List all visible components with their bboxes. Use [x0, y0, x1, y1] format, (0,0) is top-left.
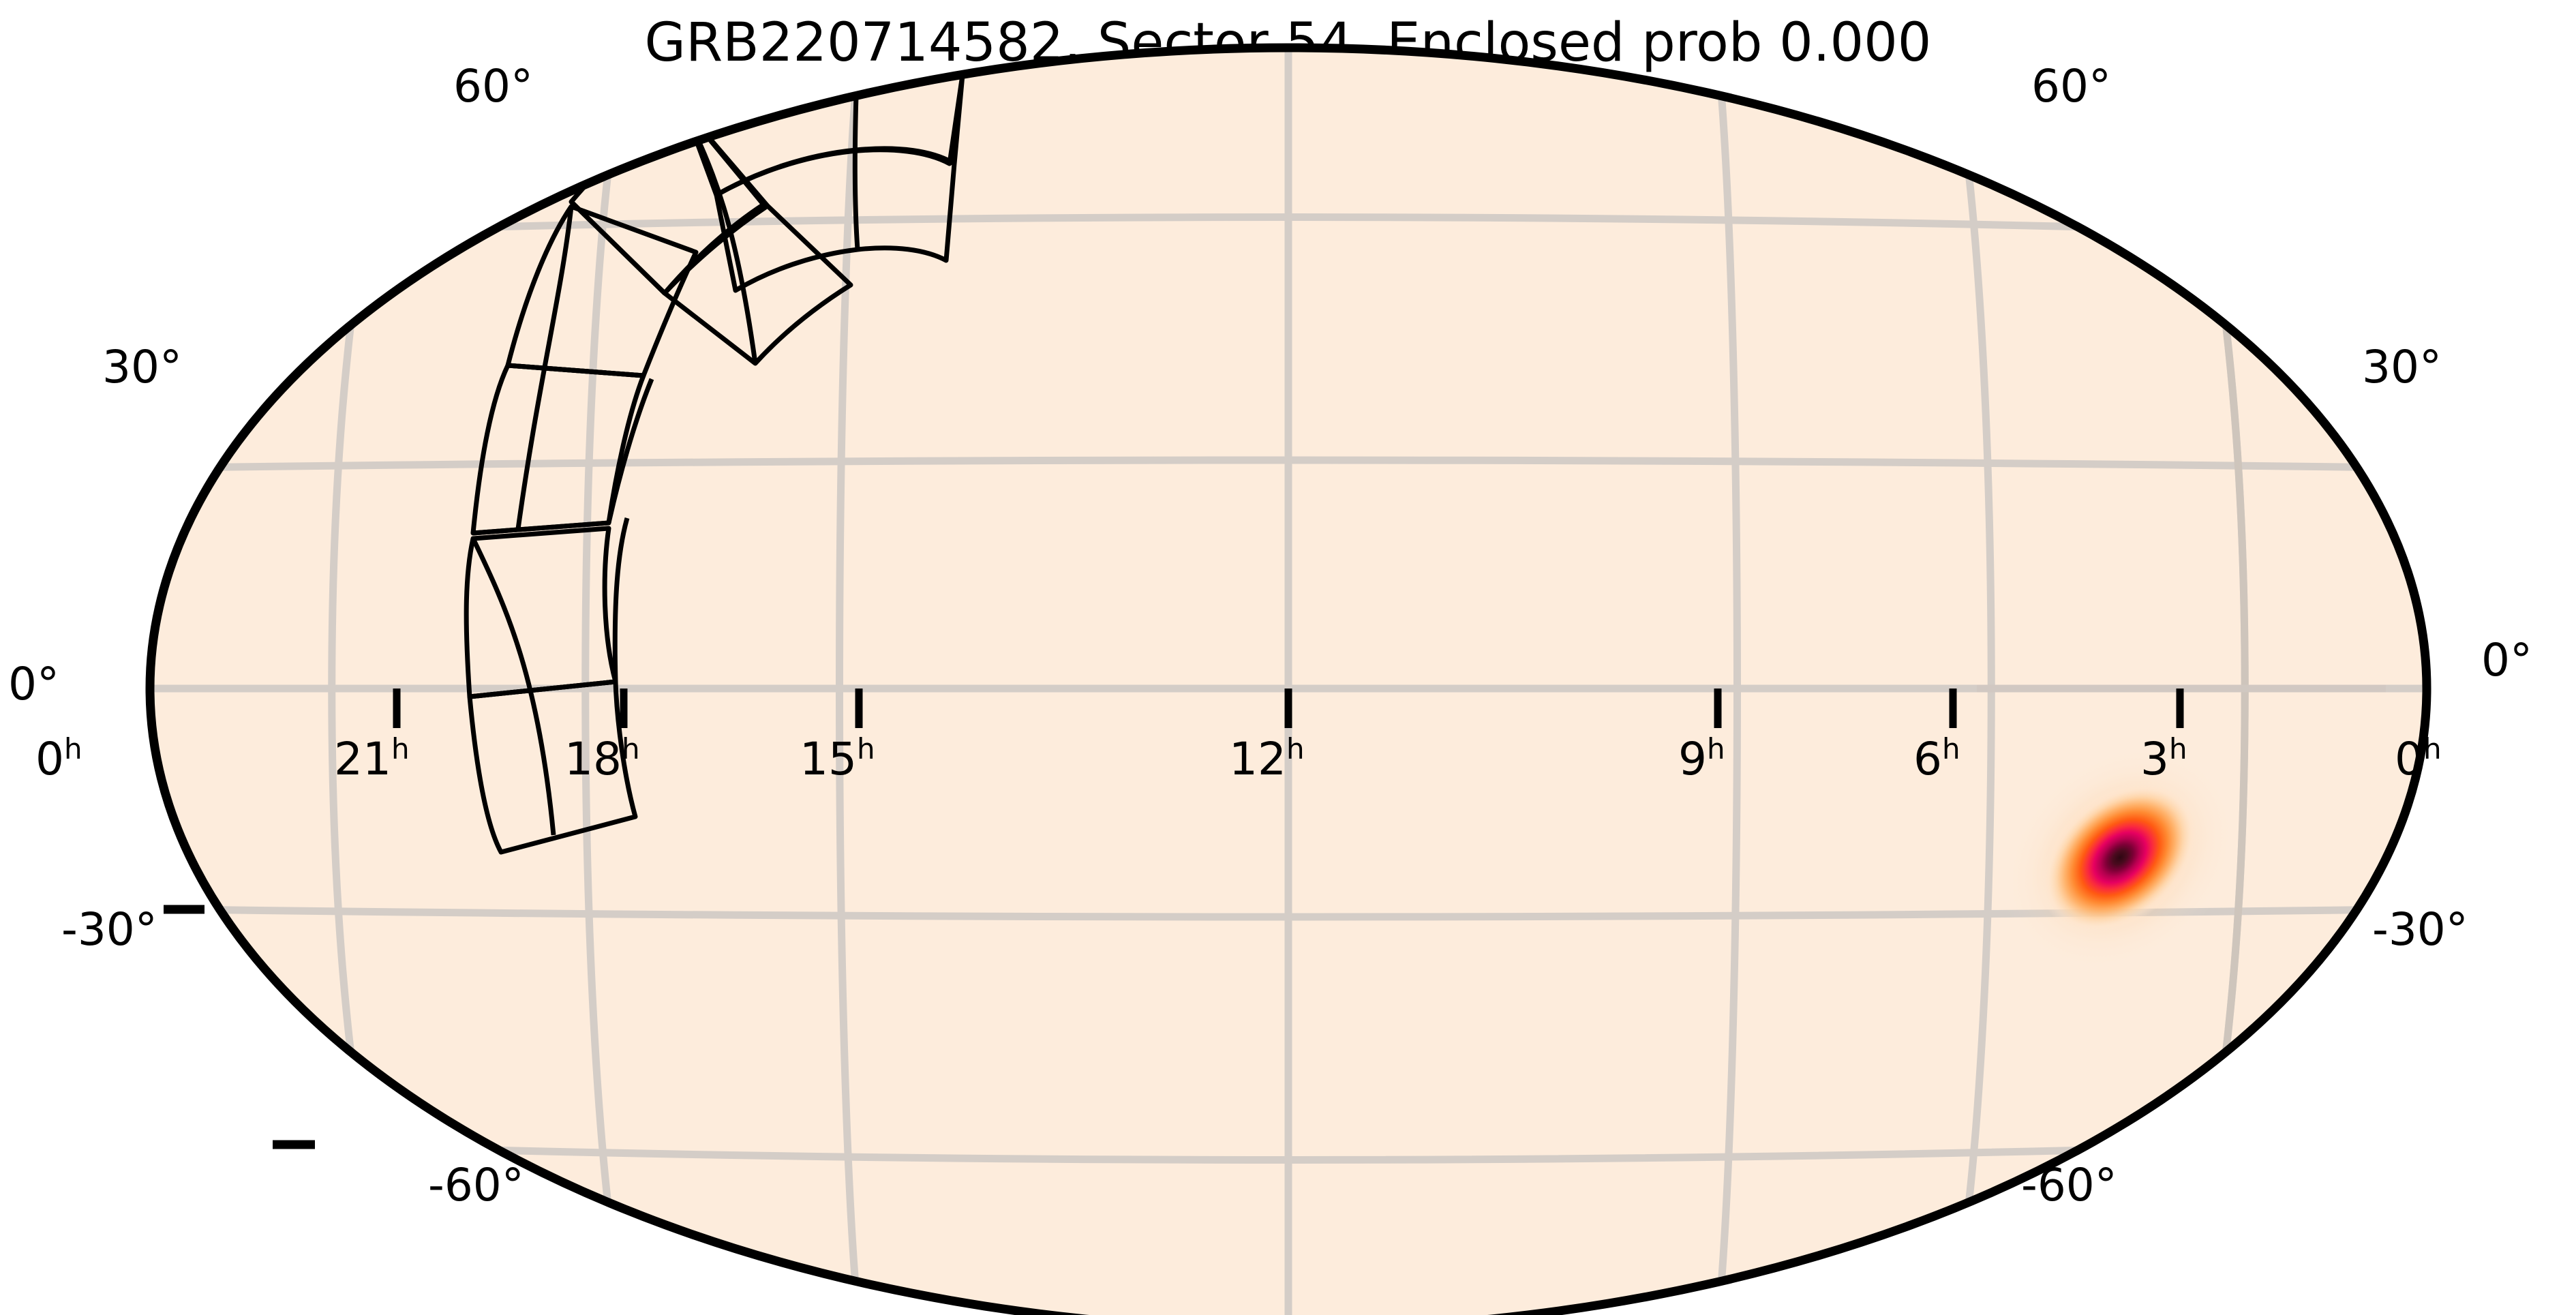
dec-tick-label-right-neg60: -60° [2021, 1159, 2117, 1211]
ra-tick-label-3h: 3h [2140, 732, 2187, 785]
ra-tick-label-0h-left: 0h [35, 732, 82, 785]
dec-tick-label-right-30: 30° [2362, 341, 2442, 393]
ra-tick-label-21h: 21h [334, 732, 410, 785]
dec-tick-marks [164, 905, 315, 1149]
dec-tick-label-right-neg30: -30° [2372, 903, 2468, 956]
dec-tick-label-left-neg30: -30° [61, 903, 157, 956]
footprint-camera-2 [470, 204, 699, 536]
ra-tick-label-12h: 12h [1229, 732, 1305, 785]
footprint-camera-1 [464, 526, 638, 855]
dec-tick-label-left-0: 0° [8, 658, 59, 710]
dec-tick-label-left-neg60: -60° [428, 1159, 524, 1211]
dec-tick-label-left-30: 30° [102, 341, 182, 393]
projection-boundary [146, 43, 2431, 1315]
probability-localization-heatmap [2001, 742, 2239, 973]
probability-core [2041, 781, 2199, 934]
tess-sector-footprint [464, 54, 965, 855]
ra-tick-label-15h: 15h [800, 732, 875, 785]
ra-tick-label-6h: 6h [1913, 732, 1960, 785]
ra-tick-marks [393, 689, 2184, 728]
dec-tick-label-left-60: 60° [453, 60, 533, 112]
dec-tick-label-right-0: 0° [2481, 634, 2532, 686]
footprint-band-seam [606, 378, 654, 682]
dec-tick-label-right-60: 60° [2031, 60, 2111, 112]
ra-tick-label-0h-right: 0h [2395, 732, 2442, 785]
ra-tick-label-9h: 9h [1678, 732, 1725, 785]
ra-tick-label-18h: 18h [564, 732, 640, 785]
